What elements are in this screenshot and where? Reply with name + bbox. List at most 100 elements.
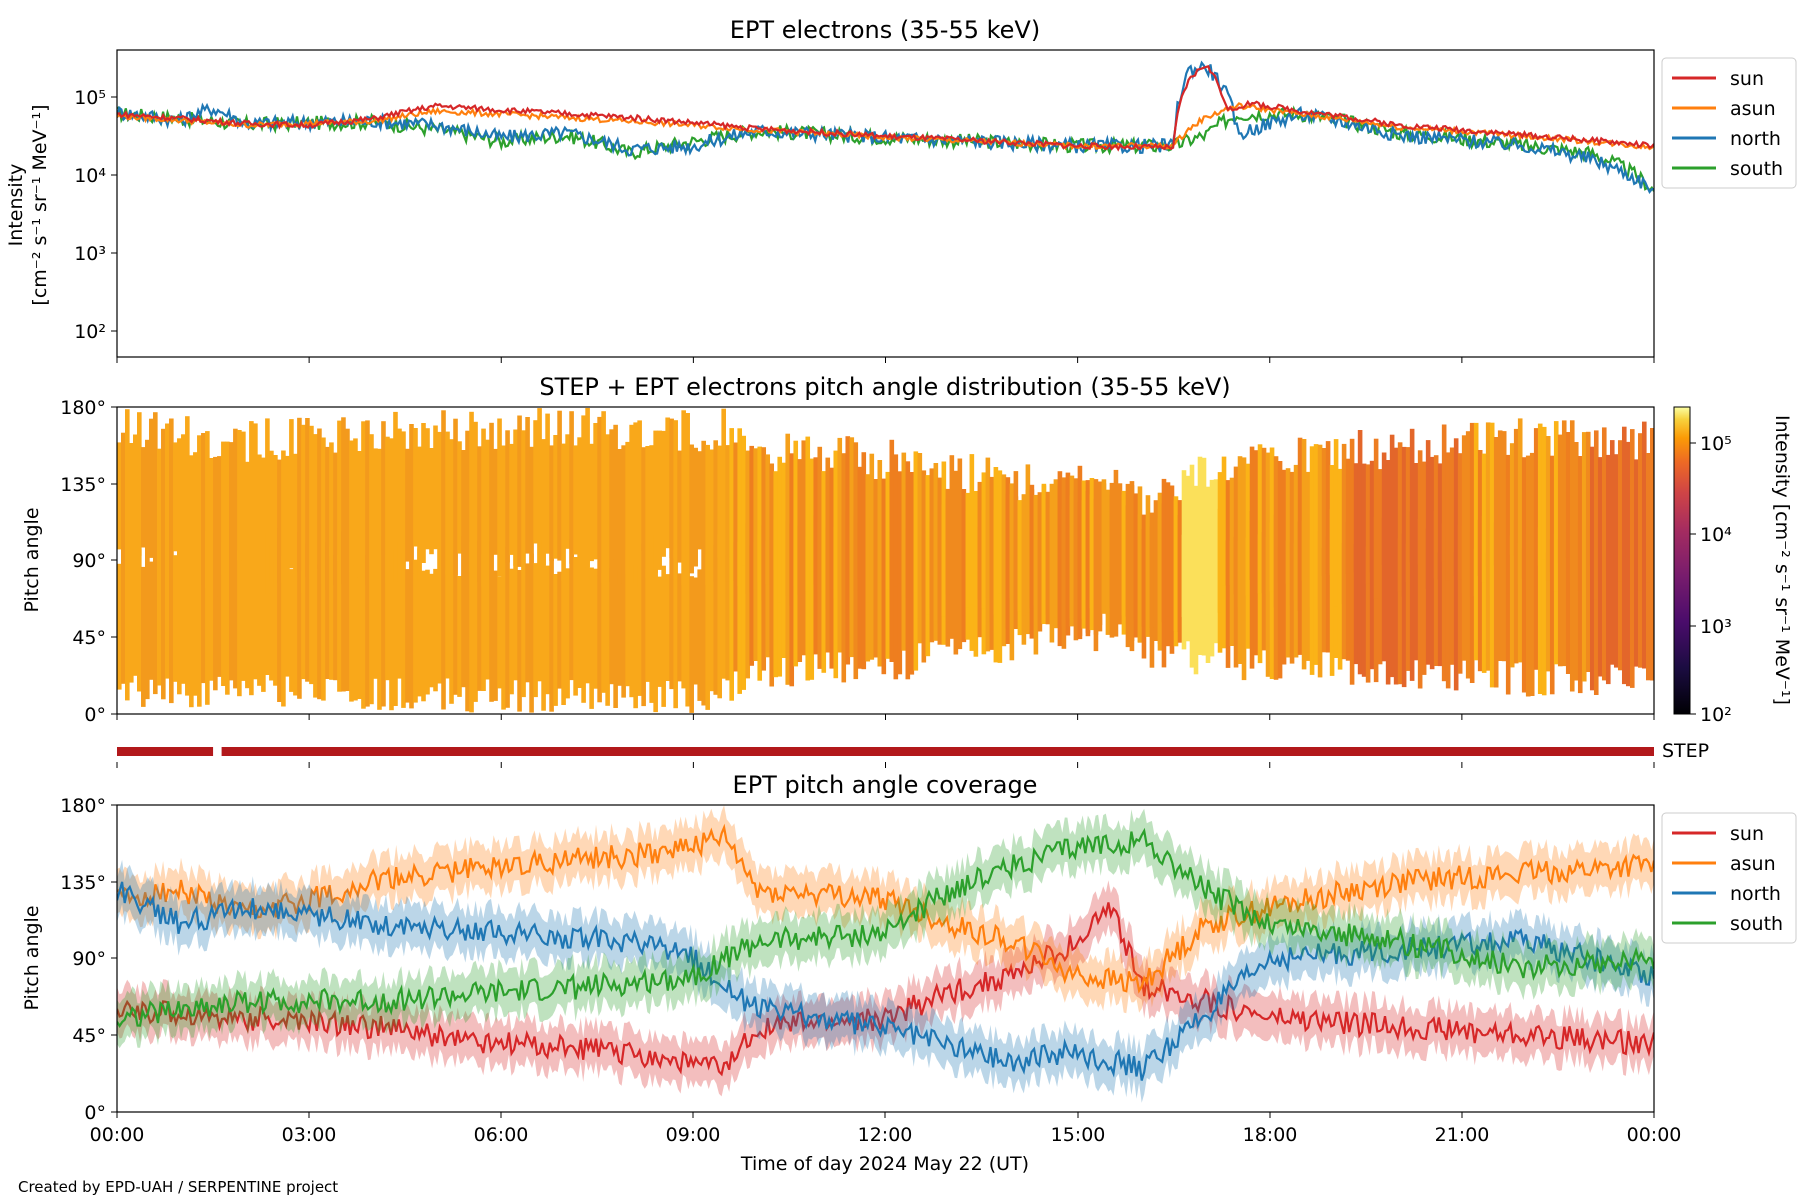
- heatmap-cell: [1549, 539, 1555, 695]
- heatmap-cell: [693, 447, 698, 567]
- heatmap-cell: [1381, 452, 1387, 565]
- heatmap-cell: [1601, 558, 1607, 681]
- heatmap-cell: [1601, 427, 1607, 567]
- heatmap-cell: [713, 440, 718, 582]
- heatmap-cell: [749, 445, 755, 593]
- heatmap-cell: [1325, 441, 1331, 574]
- heatmap-cell: [1249, 511, 1255, 669]
- heatmap-cell: [301, 424, 306, 594]
- heatmap-cell: [493, 448, 498, 555]
- heatmap-cell: [1481, 453, 1487, 583]
- heatmap-cell: [137, 412, 142, 556]
- heatmap-cell: [861, 452, 867, 612]
- heatmap-cell: [581, 415, 586, 564]
- heatmap-cell: [193, 452, 198, 576]
- heatmap-cell: [781, 462, 787, 571]
- colorbar-label: Intensity [cm⁻² s⁻¹ sr⁻¹ MeV⁻¹]: [1771, 415, 1793, 705]
- heatmap-cell: [541, 540, 546, 711]
- heatmap-cell: [653, 535, 658, 713]
- heatmap-cell: [681, 559, 686, 689]
- heatmap-cell: [1509, 535, 1515, 668]
- heatmap-cell: [141, 566, 146, 707]
- heatmap-cell: [1005, 477, 1011, 629]
- heatmap-cell: [237, 430, 242, 561]
- heatmap-cell: [705, 444, 710, 586]
- heatmap-cell: [245, 461, 250, 566]
- heatmap-cell: [777, 456, 783, 603]
- heatmap-cell: [269, 450, 274, 581]
- heatmap-cell: [1641, 551, 1647, 669]
- heatmap-cell: [413, 428, 418, 547]
- heatmap-cell: [609, 568, 614, 685]
- heatmap-cell: [1301, 520, 1307, 670]
- heatmap-cell: [1345, 522, 1351, 661]
- heatmap-cell: [153, 552, 158, 695]
- heatmap-cell: [309, 564, 314, 685]
- heatmap-cell: [253, 542, 258, 680]
- heatmap-cell: [621, 445, 626, 584]
- heatmap-cell: [625, 550, 630, 687]
- heatmap-cell: [1193, 485, 1199, 632]
- heatmap-cell: [805, 536, 811, 681]
- heatmap-cell: [813, 515, 819, 655]
- heatmap-cell: [1609, 544, 1615, 665]
- heatmap-cell: [809, 530, 815, 680]
- heatmap-cell: [1029, 489, 1035, 609]
- xtick-label: 00:00: [90, 1124, 145, 1146]
- heatmap-cell: [1057, 471, 1063, 647]
- heatmap-cell: [953, 470, 959, 601]
- colorbar-tick-label: 10⁵: [1700, 433, 1732, 455]
- heatmap-cell: [1001, 474, 1007, 594]
- heatmap-cell: [545, 565, 550, 695]
- xtick-label: 15:00: [1051, 1124, 1106, 1146]
- heatmap-cell: [921, 537, 927, 663]
- heatmap-cell: [557, 410, 562, 561]
- colorbar-tick-label: 10²: [1700, 704, 1732, 726]
- colorbar-tick-label: 10³: [1700, 616, 1732, 638]
- heatmap-cell: [837, 531, 843, 653]
- heatmap-cell: [593, 423, 598, 560]
- heatmap-cell: [557, 571, 562, 689]
- heatmap-cell: [501, 445, 506, 575]
- heatmap-cell: [1117, 492, 1123, 616]
- heatmap-cell: [357, 559, 362, 699]
- heatmap-cell: [817, 446, 823, 592]
- heatmap-cell: [269, 545, 274, 681]
- heatmap-cell: [333, 452, 338, 586]
- heatmap-cell: [1285, 468, 1291, 584]
- heatmap-cell: [213, 533, 218, 691]
- heatmap-cell: [833, 526, 839, 679]
- heatmap-cell: [669, 545, 674, 690]
- step-coverage: STEP: [116, 740, 1709, 768]
- heatmap-cell: [1281, 469, 1287, 593]
- heatmap-cell: [561, 574, 566, 705]
- panel2-ytick-label: 0°: [84, 704, 106, 726]
- heatmap-cell: [701, 440, 706, 580]
- heatmap-cell: [1461, 526, 1467, 661]
- heatmap-cell: [153, 412, 158, 563]
- heatmap-cell: [161, 535, 166, 700]
- heatmap-cell: [1501, 531, 1507, 662]
- heatmap-cell: [1189, 464, 1195, 624]
- heatmap-cell: [277, 459, 282, 583]
- heatmap-cell: [1397, 538, 1403, 685]
- heatmap-cell: [237, 550, 242, 697]
- panel1-yticks: 10² 10³ 10⁴ 10⁵: [74, 87, 117, 343]
- heatmap-cell: [405, 569, 410, 703]
- heatmap-cell: [1321, 547, 1327, 653]
- heatmap-cell: [1525, 455, 1531, 590]
- heatmap-cell: [645, 446, 650, 578]
- heatmap-cell: [209, 458, 214, 597]
- heatmap-cell: [369, 434, 374, 568]
- heatmap-cell: [781, 519, 787, 658]
- heatmap-cell: [1441, 424, 1447, 562]
- heatmap-cell: [1041, 483, 1047, 624]
- heatmap-cell: [405, 448, 410, 562]
- heatmap-cell: [757, 535, 763, 681]
- heatmap-cell: [973, 491, 979, 607]
- heatmap-cell: [721, 557, 726, 679]
- heatmap-cell: [917, 453, 923, 619]
- heatmap-cell: [821, 471, 827, 572]
- heatmap-cell: [709, 449, 714, 582]
- heatmap-cell: [497, 418, 502, 577]
